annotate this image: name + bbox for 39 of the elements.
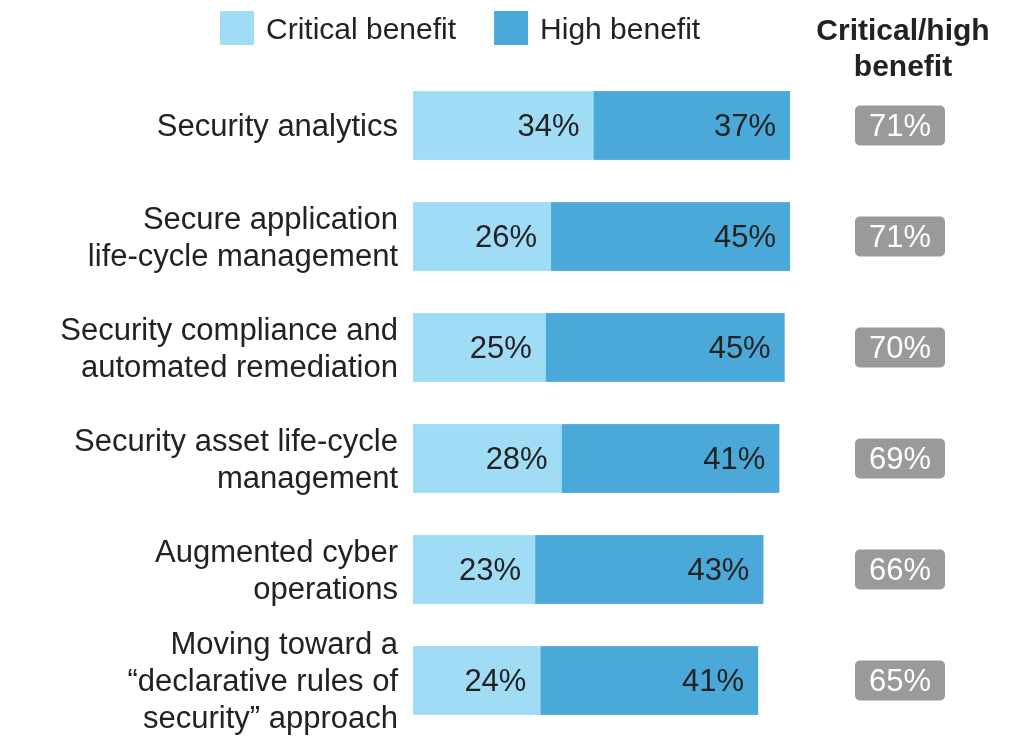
- legend-label: High benefit: [540, 11, 701, 45]
- y-tick-label: Security analytics: [156, 108, 398, 144]
- data-label: 34%: [517, 108, 580, 144]
- data-label: 41%: [703, 441, 766, 477]
- data-label: 41%: [682, 663, 745, 699]
- bar: [540, 646, 759, 715]
- text: 65%: [868, 663, 932, 699]
- data-label: 37%: [713, 108, 776, 144]
- legend-label: Critical benefit: [266, 11, 457, 45]
- y-tick-label: Security asset life-cycle management: [74, 422, 399, 495]
- text: 69%: [868, 441, 932, 477]
- bar: [413, 202, 552, 271]
- bar: [561, 424, 780, 493]
- bar: [413, 646, 541, 715]
- data-label: 23%: [459, 552, 522, 588]
- data-label: 45%: [708, 330, 771, 366]
- y-tick-label: Security compliance and automated remediation: [60, 311, 398, 384]
- data-label: 45%: [713, 219, 776, 255]
- data-label: 28%: [485, 441, 548, 477]
- text: Critical/high benefit: [816, 13, 990, 82]
- bar: [551, 202, 790, 271]
- text: 71%: [868, 219, 932, 255]
- text: 66%: [868, 552, 932, 588]
- data-label: 25%: [469, 330, 532, 366]
- bar: [413, 424, 562, 493]
- data-label: 24%: [464, 663, 527, 699]
- text: 70%: [868, 330, 932, 366]
- bar: [593, 91, 790, 160]
- data-label: 43%: [687, 552, 750, 588]
- bar: [413, 535, 536, 604]
- bar: [413, 313, 546, 382]
- y-tick-label: Augmented cyber operations: [155, 533, 398, 606]
- bar: [535, 535, 764, 604]
- text: 71%: [868, 108, 932, 144]
- bar: [545, 313, 785, 382]
- data-label: 26%: [475, 219, 538, 255]
- y-tick-label: Moving toward a “declarative rules of security” approach: [127, 626, 399, 736]
- y-tick-label: Secure application life-cycle management: [87, 200, 399, 273]
- bar: [413, 91, 594, 160]
